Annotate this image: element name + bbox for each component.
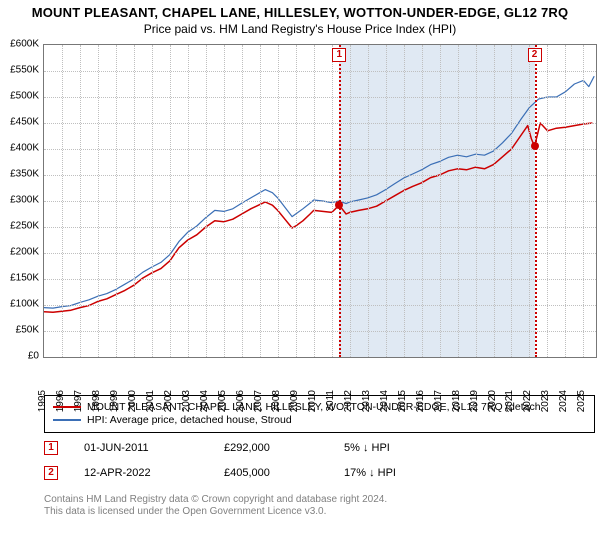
- sale-date: 12-APR-2022: [84, 467, 224, 479]
- y-tick-label: £500K: [10, 91, 39, 102]
- marker-dot: [335, 201, 343, 209]
- marker-badge: 1: [332, 48, 346, 62]
- y-tick-label: £400K: [10, 143, 39, 154]
- plot-area: 12: [43, 44, 597, 358]
- legend-label: HPI: Average price, detached house, Stro…: [87, 414, 292, 426]
- attribution-line: This data is licensed under the Open Gov…: [44, 506, 387, 518]
- sale-delta: 17% ↓ HPI: [344, 467, 504, 479]
- chart-subtitle: Price paid vs. HM Land Registry's House …: [0, 22, 600, 36]
- chart-title: MOUNT PLEASANT, CHAPEL LANE, HILLESLEY, …: [0, 5, 600, 20]
- y-tick-label: £50K: [16, 325, 39, 336]
- marker-vline: [535, 45, 537, 357]
- y-tick-label: £300K: [10, 195, 39, 206]
- marker-badge: 2: [44, 466, 58, 480]
- legend-swatch: [53, 419, 81, 421]
- y-tick-label: £150K: [10, 273, 39, 284]
- attribution: Contains HM Land Registry data © Crown c…: [44, 494, 387, 518]
- legend-label: MOUNT PLEASANT, CHAPEL LANE, HILLESLEY, …: [87, 401, 541, 413]
- marker-badge: 1: [44, 441, 58, 455]
- y-tick-label: £600K: [10, 39, 39, 50]
- sale-row: 2 12-APR-2022 £405,000 17% ↓ HPI: [44, 466, 595, 480]
- marker-dot: [531, 142, 539, 150]
- marker-badge: 2: [528, 48, 542, 62]
- y-tick-label: £100K: [10, 299, 39, 310]
- sale-row: 1 01-JUN-2011 £292,000 5% ↓ HPI: [44, 441, 595, 455]
- legend-row: MOUNT PLEASANT, CHAPEL LANE, HILLESLEY, …: [53, 401, 586, 413]
- sale-date: 01-JUN-2011: [84, 442, 224, 454]
- y-tick-label: £350K: [10, 169, 39, 180]
- y-tick-label: £250K: [10, 221, 39, 232]
- y-tick-label: £200K: [10, 247, 39, 258]
- x-axis-labels: 1995199619971998199920002001200220032004…: [43, 356, 595, 390]
- legend: MOUNT PLEASANT, CHAPEL LANE, HILLESLEY, …: [44, 395, 595, 433]
- legend-row: HPI: Average price, detached house, Stro…: [53, 414, 586, 426]
- sale-delta: 5% ↓ HPI: [344, 442, 504, 454]
- legend-swatch: [53, 406, 81, 408]
- y-tick-label: £550K: [10, 65, 39, 76]
- y-tick-label: £450K: [10, 117, 39, 128]
- sale-price: £292,000: [224, 442, 344, 454]
- y-tick-label: £0: [28, 351, 39, 362]
- title-block: MOUNT PLEASANT, CHAPEL LANE, HILLESLEY, …: [0, 0, 600, 36]
- y-axis-labels: £0£50K£100K£150K£200K£250K£300K£350K£400…: [0, 44, 39, 356]
- attribution-line: Contains HM Land Registry data © Crown c…: [44, 494, 387, 506]
- sale-price: £405,000: [224, 467, 344, 479]
